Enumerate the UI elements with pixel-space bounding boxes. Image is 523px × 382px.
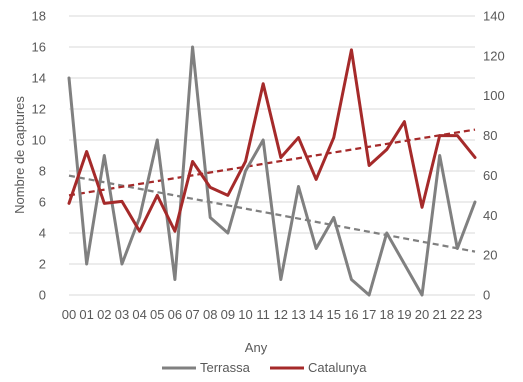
x-tick-label: 00 — [62, 307, 76, 322]
y-axis-title: Nombre de captures — [12, 96, 27, 214]
x-tick-label: 01 — [79, 307, 93, 322]
x-tick-label: 02 — [97, 307, 111, 322]
x-tick-label: 12 — [274, 307, 288, 322]
x-tick-label: 05 — [150, 307, 164, 322]
left-tick-label: 4 — [39, 226, 46, 241]
x-tick-label: 20 — [415, 307, 429, 322]
x-tick-label: 03 — [115, 307, 129, 322]
left-tick-label: 14 — [32, 71, 46, 86]
legend: Terrassa Catalunya — [162, 360, 367, 375]
x-tick-label: 06 — [168, 307, 182, 322]
x-tick-label: 21 — [432, 307, 446, 322]
left-tick-label: 2 — [39, 257, 46, 272]
legend-label-terrassa: Terrassa — [200, 360, 251, 375]
x-tick-label: 13 — [291, 307, 305, 322]
right-axis-tick-labels: 0 20 40 60 80 100 120 140 — [483, 9, 505, 303]
x-tick-label: 23 — [468, 307, 482, 322]
left-tick-label: 18 — [32, 9, 46, 24]
x-tick-label: 22 — [450, 307, 464, 322]
x-tick-label: 10 — [238, 307, 252, 322]
x-tick-label: 07 — [185, 307, 199, 322]
x-tick-label: 19 — [397, 307, 411, 322]
x-tick-label: 14 — [309, 307, 323, 322]
x-axis-tick-labels: 00 01 02 03 04 05 06 07 08 09 10 11 12 13 14 15 16 17 18 19… — [62, 307, 482, 322]
left-axis-tick-labels: 0 2 4 6 8 10 12 14 16 18 — [32, 9, 46, 303]
gridlines — [69, 15, 475, 296]
left-tick-label: 0 — [39, 288, 46, 303]
series-line-catalunya — [67, 48, 477, 233]
trendline-terrassa — [68, 174, 476, 253]
x-tick-label: 18 — [380, 307, 394, 322]
x-tick-label: 08 — [203, 307, 217, 322]
x-tick-label: 16 — [344, 307, 358, 322]
left-tick-label: 16 — [32, 40, 46, 55]
right-tick-label: 60 — [483, 168, 497, 183]
left-tick-label: 6 — [39, 195, 46, 210]
left-tick-label: 12 — [32, 102, 46, 117]
x-tick-label: 15 — [327, 307, 341, 322]
x-tick-label: 11 — [256, 307, 270, 322]
x-axis-title: Any — [245, 340, 268, 355]
x-tick-label: 17 — [362, 307, 376, 322]
series-lines — [67, 45, 477, 297]
right-tick-label: 140 — [483, 9, 505, 24]
right-tick-label: 80 — [483, 128, 497, 143]
right-tick-label: 100 — [483, 88, 505, 103]
x-tick-label: 09 — [221, 307, 235, 322]
legend-label-catalunya: Catalunya — [308, 360, 367, 375]
left-tick-label: 8 — [39, 164, 46, 179]
right-tick-label: 20 — [483, 248, 497, 263]
left-tick-label: 10 — [32, 133, 46, 148]
right-tick-label: 40 — [483, 208, 497, 223]
right-tick-label: 0 — [483, 288, 490, 303]
x-tick-label: 04 — [132, 307, 146, 322]
right-tick-label: 120 — [483, 48, 505, 63]
